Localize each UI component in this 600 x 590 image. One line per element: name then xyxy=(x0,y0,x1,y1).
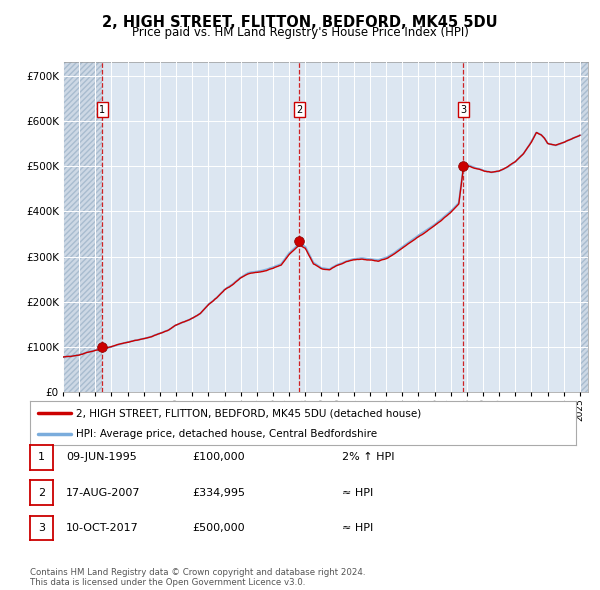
Text: 1: 1 xyxy=(100,105,106,115)
Bar xyxy=(63,62,103,392)
Text: £334,995: £334,995 xyxy=(192,488,245,497)
Text: 3: 3 xyxy=(460,105,466,115)
Text: 10-OCT-2017: 10-OCT-2017 xyxy=(66,523,139,533)
Text: ≈ HPI: ≈ HPI xyxy=(342,488,373,497)
Text: 2% ↑ HPI: 2% ↑ HPI xyxy=(342,453,395,462)
Text: 2, HIGH STREET, FLITTON, BEDFORD, MK45 5DU (detached house): 2, HIGH STREET, FLITTON, BEDFORD, MK45 5… xyxy=(76,408,422,418)
Bar xyxy=(580,62,588,392)
Text: ≈ HPI: ≈ HPI xyxy=(342,523,373,533)
Text: 09-JUN-1995: 09-JUN-1995 xyxy=(66,453,137,462)
Bar xyxy=(580,62,588,392)
Text: 2: 2 xyxy=(296,105,302,115)
Text: £100,000: £100,000 xyxy=(192,453,245,462)
Text: 2, HIGH STREET, FLITTON, BEDFORD, MK45 5DU: 2, HIGH STREET, FLITTON, BEDFORD, MK45 5… xyxy=(102,15,498,30)
Text: 3: 3 xyxy=(38,523,45,533)
Text: 1: 1 xyxy=(38,453,45,462)
Text: 2: 2 xyxy=(38,488,45,497)
Text: 17-AUG-2007: 17-AUG-2007 xyxy=(66,488,140,497)
Text: Price paid vs. HM Land Registry's House Price Index (HPI): Price paid vs. HM Land Registry's House … xyxy=(131,26,469,39)
Text: HPI: Average price, detached house, Central Bedfordshire: HPI: Average price, detached house, Cent… xyxy=(76,428,377,438)
Text: Contains HM Land Registry data © Crown copyright and database right 2024.
This d: Contains HM Land Registry data © Crown c… xyxy=(30,568,365,587)
Bar xyxy=(63,62,103,392)
Text: £500,000: £500,000 xyxy=(192,523,245,533)
